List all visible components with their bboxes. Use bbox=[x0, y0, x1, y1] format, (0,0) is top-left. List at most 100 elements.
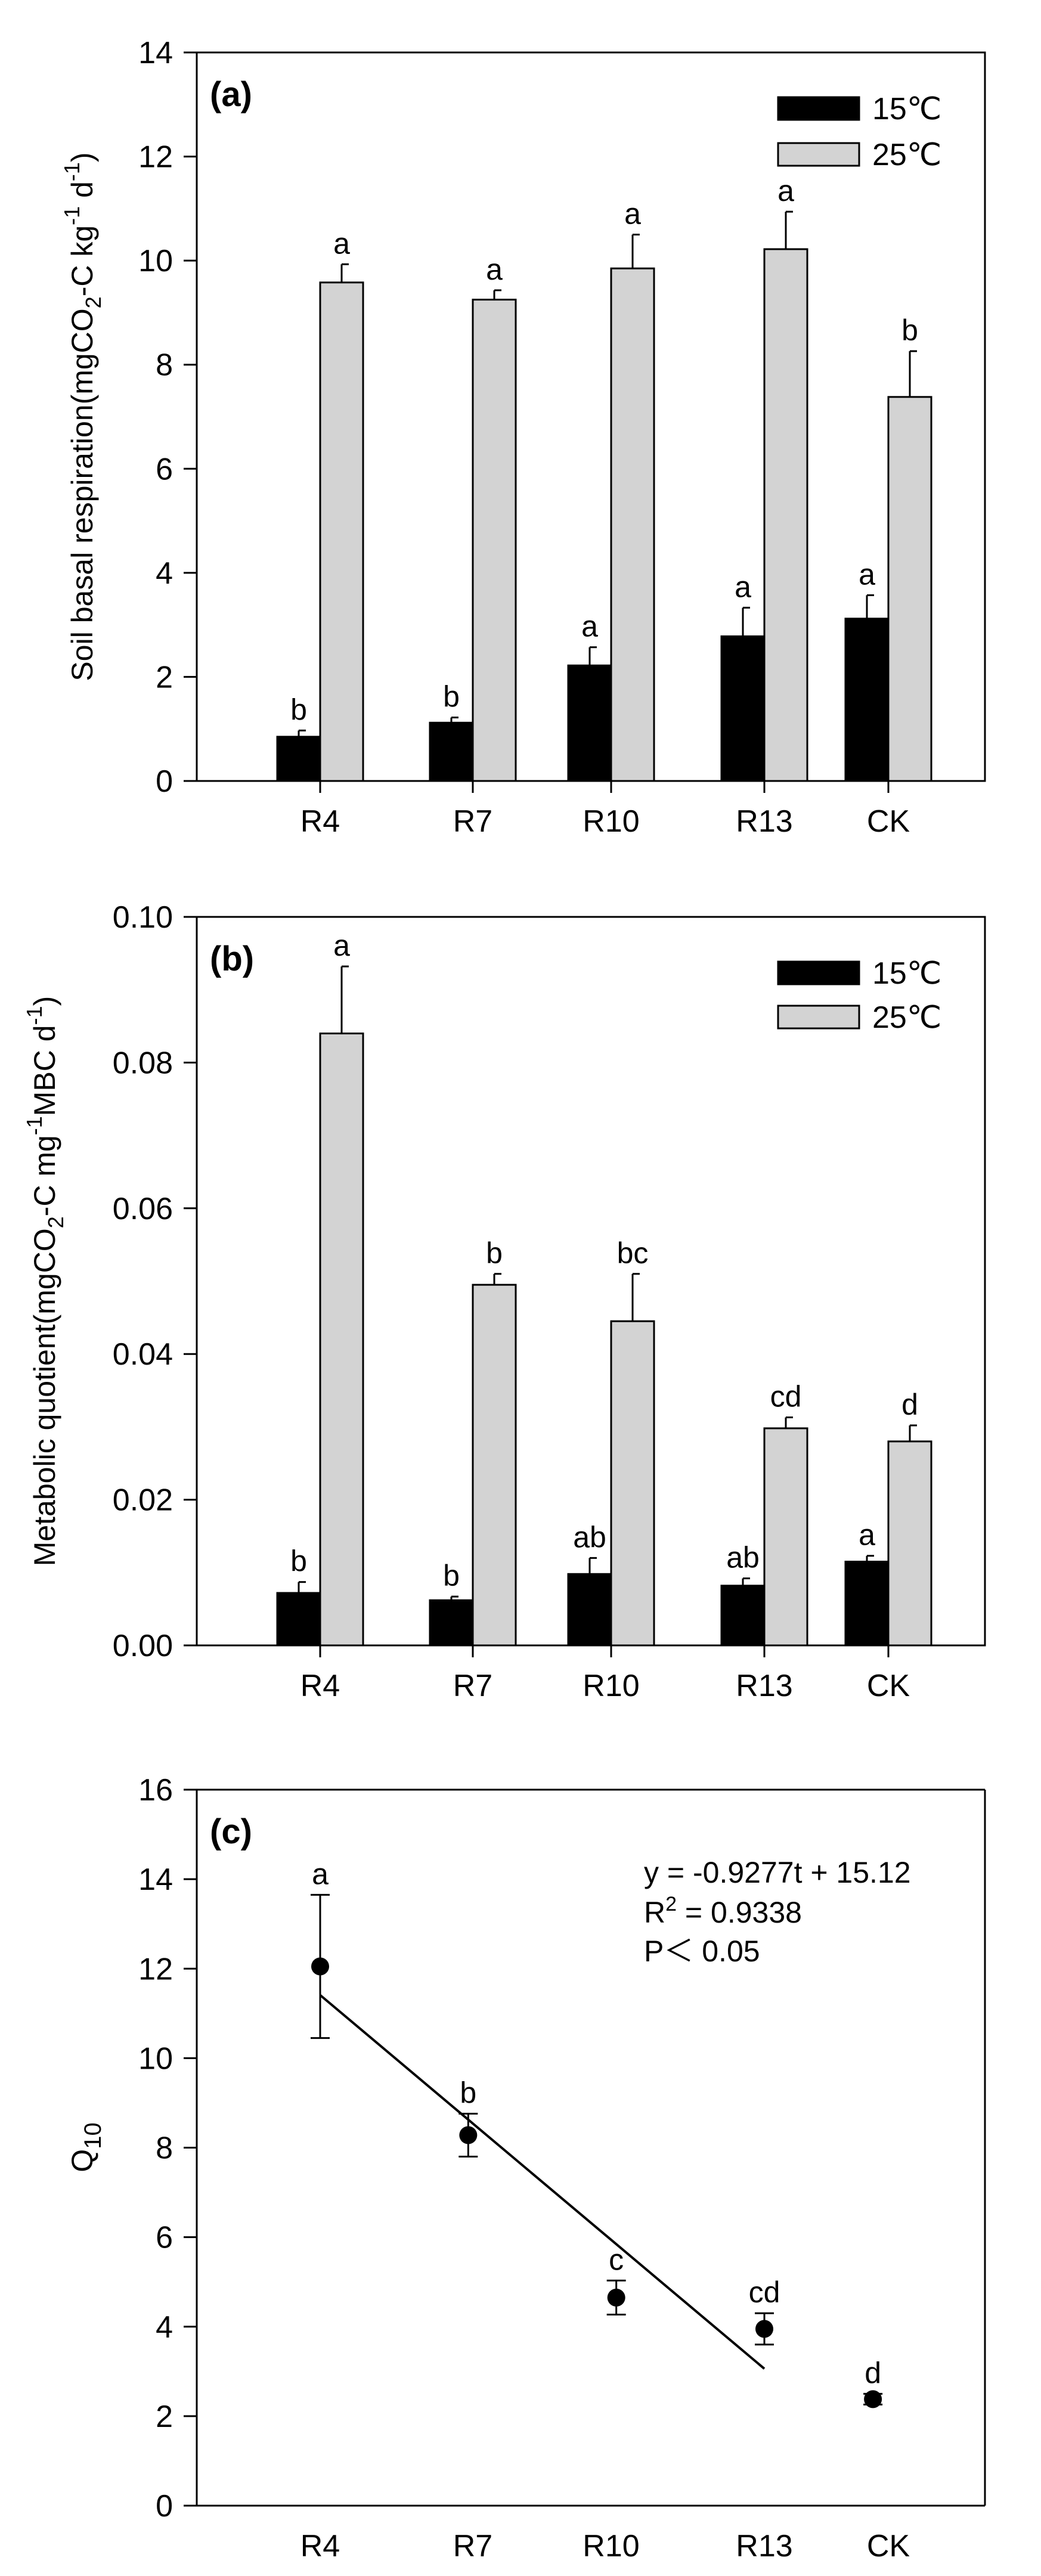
significance-letter-a: a bbox=[859, 557, 875, 591]
significance-letter-b: d bbox=[901, 1388, 918, 1421]
legend-b: 15℃ 25℃ bbox=[777, 956, 941, 1035]
x-tick-label-b: R10 bbox=[583, 1669, 639, 1703]
bar-b-25 bbox=[887, 1440, 932, 1647]
r-squared: R2 = 0.9338 bbox=[644, 1893, 802, 1929]
significance-letter-a: b bbox=[901, 314, 918, 347]
significance-letter-a: b bbox=[290, 693, 307, 726]
panel-label-a: (a) bbox=[210, 75, 252, 114]
y-axis-a: 0 2 4 6 8 10 12 14 bbox=[138, 36, 197, 799]
significance-letter-b: b bbox=[443, 1559, 460, 1592]
y-tick-label-a: 4 bbox=[156, 556, 173, 591]
bar-a-15 bbox=[844, 618, 890, 782]
panel-label-c: (c) bbox=[210, 1812, 252, 1851]
regression-equation: y = -0.9277t + 15.12 bbox=[644, 1856, 911, 1889]
bar-b-15 bbox=[720, 1585, 766, 1647]
bar-a-15 bbox=[720, 635, 766, 782]
bar-a-25 bbox=[763, 248, 808, 782]
legend-swatch-25-a bbox=[777, 142, 860, 167]
bar-b-15 bbox=[844, 1560, 890, 1647]
panel-label-b: (b) bbox=[210, 940, 254, 978]
bar-a-15 bbox=[429, 721, 474, 782]
legend-label-15-b: 15℃ bbox=[872, 956, 941, 991]
bar-b-15 bbox=[276, 1592, 321, 1647]
y-tick-label-a: 12 bbox=[138, 140, 173, 175]
x-tick-label-a: R4 bbox=[300, 804, 340, 839]
y-tick-label-b: 0.04 bbox=[113, 1337, 173, 1372]
y-tick-label-a: 10 bbox=[138, 244, 173, 278]
y-tick-label-a: 14 bbox=[138, 36, 173, 70]
significance-letter-b: ab bbox=[726, 1541, 760, 1574]
legend-swatch-15-b bbox=[777, 960, 860, 985]
y-tick-label-b: 0.08 bbox=[113, 1046, 173, 1080]
x-tick-label-b: R4 bbox=[300, 1669, 340, 1703]
significance-letter-a: a bbox=[624, 197, 641, 231]
x-tick-label-c: R4 bbox=[300, 2529, 340, 2563]
legend-label-15-a: 15℃ bbox=[872, 92, 941, 126]
data-point-c bbox=[459, 2126, 478, 2144]
significance-letter-c: b bbox=[460, 2076, 476, 2109]
significance-letter-a: a bbox=[486, 253, 503, 286]
legend-label-25-b: 25℃ bbox=[872, 1000, 941, 1035]
bar-b-25 bbox=[610, 1320, 655, 1647]
significance-letter-c: a bbox=[312, 1857, 329, 1890]
y-tick-label-a: 0 bbox=[156, 764, 173, 799]
significance-letter-a: a bbox=[777, 174, 794, 207]
significance-letter-b: ab bbox=[573, 1520, 606, 1554]
bar-a-25 bbox=[472, 299, 517, 782]
bar-a-15 bbox=[567, 664, 612, 782]
significance-letter-a: a bbox=[333, 227, 350, 260]
bar-a-25 bbox=[319, 281, 364, 782]
legend-swatch-25-b bbox=[777, 1005, 860, 1030]
y-tick-label-c: 6 bbox=[156, 2221, 173, 2255]
data-point-c bbox=[755, 2320, 773, 2338]
legend-swatch-15-a bbox=[777, 96, 860, 121]
x-tick-label-a: R7 bbox=[453, 804, 492, 839]
y-tick-label-b: 0.00 bbox=[113, 1629, 173, 1663]
legend-a: 15℃ 25℃ bbox=[777, 92, 941, 172]
x-tick-label-c: CK bbox=[867, 2529, 910, 2563]
bar-b-25 bbox=[319, 1033, 364, 1647]
y-tick-label-b: 0.02 bbox=[113, 1483, 173, 1518]
bars-a: b b a a a a a a a b bbox=[276, 174, 932, 782]
y-tick-label-c: 12 bbox=[138, 1952, 173, 1986]
significance-letter-c: d bbox=[865, 2356, 881, 2389]
y-axis-b: 0.00 0.02 0.04 0.06 0.08 0.10 bbox=[113, 900, 197, 1663]
x-tick-label-b: R13 bbox=[736, 1669, 792, 1703]
x-tick-label-b: CK bbox=[867, 1669, 910, 1703]
data-point-c bbox=[311, 1957, 329, 1976]
y-tick-label-c: 10 bbox=[138, 2041, 173, 2076]
significance-letter-b: cd bbox=[770, 1380, 802, 1413]
y-tick-label-c: 2 bbox=[156, 2400, 173, 2434]
y-tick-label-c: 14 bbox=[138, 1862, 173, 1897]
legend-label-25-a: 25℃ bbox=[872, 138, 941, 172]
y-axis-label-a: Soil basal respiration(mgCO2-C kg-1 d-1) bbox=[60, 152, 106, 681]
p-value: P＜ 0.05 bbox=[644, 1935, 760, 1968]
data-point-c bbox=[864, 2390, 882, 2408]
x-tick-label-c: R7 bbox=[453, 2529, 492, 2563]
y-axis-c: 0 2 4 6 8 10 12 14 16 bbox=[138, 1773, 197, 2524]
significance-letter-a: b bbox=[443, 680, 460, 714]
bar-b-25 bbox=[763, 1427, 808, 1647]
x-tick-label-b: R7 bbox=[453, 1669, 492, 1703]
x-axis-c: R4 R7 R10 R13 CK bbox=[300, 2529, 910, 2563]
bar-b-15 bbox=[567, 1573, 612, 1647]
y-tick-label-b: 0.06 bbox=[113, 1192, 173, 1226]
significance-letter-b: b bbox=[290, 1545, 307, 1578]
x-tick-label-a: CK bbox=[867, 804, 910, 839]
y-tick-label-a: 6 bbox=[156, 452, 173, 486]
x-axis-a: R4 R7 R10 R13 CK bbox=[300, 781, 910, 839]
y-tick-label-c: 4 bbox=[156, 2310, 173, 2345]
significance-letter-b: b bbox=[486, 1236, 503, 1270]
y-tick-label-c: 8 bbox=[156, 2131, 173, 2166]
y-tick-label-c: 0 bbox=[156, 2489, 173, 2524]
x-tick-label-a: R10 bbox=[583, 804, 639, 839]
x-axis-b: R4 R7 R10 R13 CK bbox=[300, 1645, 910, 1703]
y-tick-label-b: 0.10 bbox=[113, 900, 173, 935]
bar-b-25 bbox=[472, 1284, 517, 1647]
regression-line bbox=[319, 1994, 766, 2370]
significance-letter-b: a bbox=[859, 1518, 875, 1552]
